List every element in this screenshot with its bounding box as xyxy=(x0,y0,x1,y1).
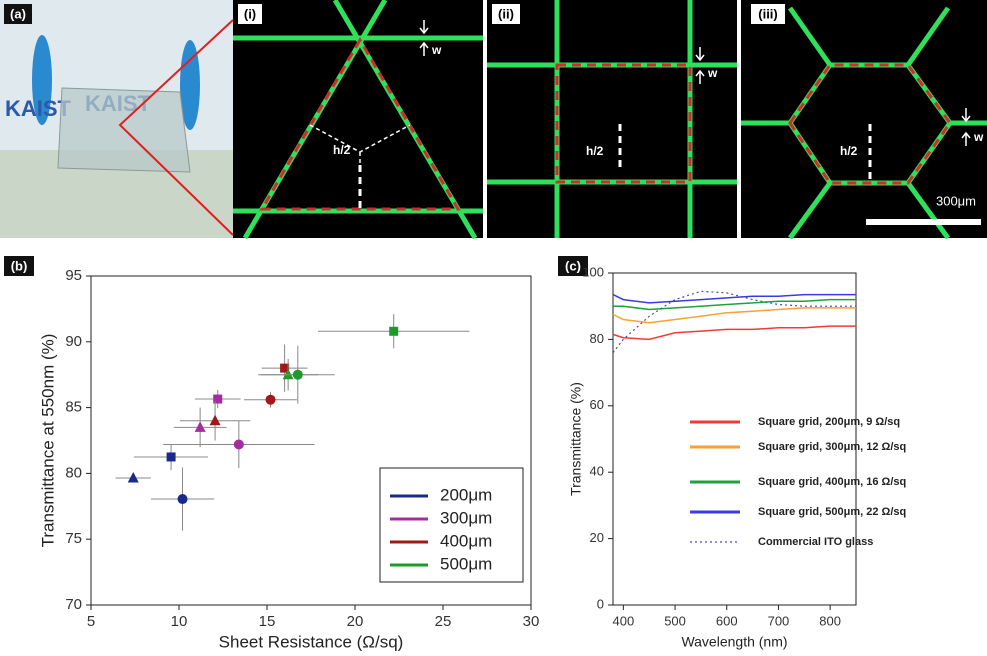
y-tick-label: 40 xyxy=(590,464,604,479)
y-tick-label: 75 xyxy=(65,530,82,547)
panel-label-box xyxy=(4,256,34,276)
marker-circle xyxy=(177,494,188,505)
half-height-label: h/2 xyxy=(333,143,351,157)
y-tick-label: 95 xyxy=(65,267,82,284)
y-tick-label: 80 xyxy=(590,331,604,346)
x-tick-label: 400 xyxy=(612,613,634,628)
series-line xyxy=(612,293,856,304)
x-tick-label: 600 xyxy=(716,613,738,628)
panel-label: (b) xyxy=(11,258,28,273)
panel-label: (a) xyxy=(10,6,26,21)
plot-frame xyxy=(90,275,532,606)
y-tick-label: 60 xyxy=(590,397,604,412)
plot-frame xyxy=(612,272,857,606)
marker-circle xyxy=(233,439,244,450)
x-tick-label: 30 xyxy=(523,613,540,630)
panel-label-box xyxy=(751,4,785,24)
panel-label-box xyxy=(558,256,588,276)
unit-cell-outline xyxy=(555,63,692,184)
legend-box xyxy=(379,467,524,583)
width-arrows xyxy=(695,47,705,84)
marker-triangle xyxy=(127,472,139,483)
width-arrows xyxy=(419,20,429,56)
width-arrows xyxy=(961,108,971,146)
x-tick-label: 800 xyxy=(819,613,841,628)
panel-label: (i) xyxy=(244,6,256,21)
series-line xyxy=(612,307,856,324)
x-tick-label: 25 xyxy=(435,613,452,630)
marker-square xyxy=(280,363,290,373)
y-axis-title: Transmittance (%) xyxy=(568,382,584,496)
y-axis-title: Transmittance at 550nm (%) xyxy=(38,334,57,548)
legend-label: Square grid, 200μm, 9 Ω/sq xyxy=(758,416,900,428)
micrograph-hexagon: w h/2 300μm (iii) xyxy=(741,0,987,240)
y-tick-label: 90 xyxy=(65,333,82,350)
y-tick-label: 85 xyxy=(65,399,82,416)
x-axis-title: Sheet Resistance (Ω/sq) xyxy=(219,632,404,651)
series-line xyxy=(613,298,856,311)
marker-triangle xyxy=(282,368,294,380)
panel-label: (ii) xyxy=(498,6,514,21)
legend-label: Square grid, 300μm, 12 Ω/sq xyxy=(758,441,906,453)
x-axis-title: Wavelength (nm) xyxy=(681,634,787,650)
width-label: w xyxy=(973,130,984,144)
micrograph-triangle: w h/2 (i) xyxy=(233,0,483,240)
grid-line-green xyxy=(741,6,987,240)
panel-label-box xyxy=(238,4,262,24)
y-tick-label: 70 xyxy=(65,596,82,613)
half-height-label: h/2 xyxy=(840,144,858,158)
unit-cell-outline xyxy=(259,37,461,211)
marker-square xyxy=(213,394,223,404)
y-tick-label: 80 xyxy=(65,464,82,481)
marker-square xyxy=(389,326,399,336)
legend-label: 400μm xyxy=(440,531,492,550)
legend-label: 200μm xyxy=(440,485,492,504)
series-line xyxy=(612,325,856,341)
half-height-label: h/2 xyxy=(586,144,604,158)
micrograph-background xyxy=(487,0,737,238)
photo-logo xyxy=(32,35,52,125)
x-tick-label: 5 xyxy=(87,613,95,630)
panel-label-box xyxy=(492,4,520,24)
scale-bar-label: 300μm xyxy=(936,193,976,208)
panel-label-box xyxy=(4,4,32,24)
photo-panel: KAIST KAIST (a) xyxy=(0,0,234,238)
x-tick-label: 500 xyxy=(664,613,686,628)
x-tick-label: 700 xyxy=(768,613,790,628)
x-tick-label: 20 xyxy=(347,613,364,630)
panel-label: (c) xyxy=(565,258,581,273)
marker-circle xyxy=(292,369,303,380)
scale-bar xyxy=(866,219,981,225)
y-tick-label: 100 xyxy=(582,264,604,279)
marker-circle xyxy=(265,394,276,405)
legend-label: Square grid, 400μm, 16 Ω/sq xyxy=(758,476,906,488)
x-tick-label: 15 xyxy=(259,613,276,630)
micrograph-square: w h/2 (ii) xyxy=(487,0,737,238)
legend-label: 500μm xyxy=(440,554,492,573)
legend-label: 300μm xyxy=(440,508,492,527)
marker-triangle xyxy=(209,414,221,426)
panel-label: (iii) xyxy=(758,6,778,21)
marker-square xyxy=(166,452,176,462)
x-tick-label: 10 xyxy=(171,613,188,630)
width-label: w xyxy=(707,66,718,80)
legend-label: Square grid, 500μm, 22 Ω/sq xyxy=(758,506,906,518)
width-label: w xyxy=(431,43,442,57)
legend-label: Commercial ITO glass xyxy=(758,536,873,548)
marker-triangle xyxy=(194,421,206,432)
zoom-lines xyxy=(118,19,234,236)
series-line xyxy=(612,290,856,354)
y-tick-label: 0 xyxy=(597,596,604,611)
photo-logo xyxy=(180,40,200,130)
y-tick-label: 20 xyxy=(590,530,604,545)
